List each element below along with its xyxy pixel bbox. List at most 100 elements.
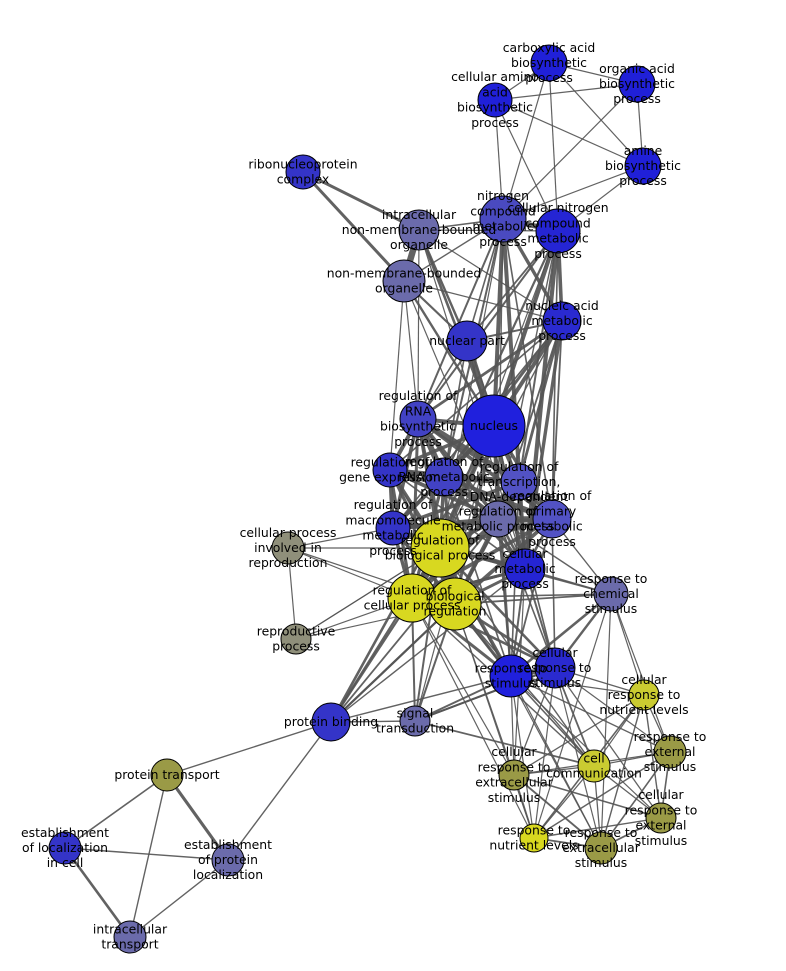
graph-edge bbox=[551, 320, 563, 520]
graph-edge bbox=[513, 694, 645, 776]
graph-edge bbox=[417, 218, 504, 420]
graph-node-regulation-of-macromolecule-metabolic-process[interactable] bbox=[375, 510, 411, 546]
graph-edge bbox=[554, 667, 602, 849]
graph-node-regulation-of-rna-metabolic-process[interactable] bbox=[424, 457, 464, 497]
graph-edge bbox=[551, 518, 556, 669]
graph-edge bbox=[302, 170, 420, 232]
graph-node-nuclear-part[interactable] bbox=[446, 320, 488, 362]
graph-edge bbox=[165, 774, 230, 861]
graph-edge bbox=[417, 230, 559, 420]
graph-edge bbox=[533, 817, 662, 839]
graph-edge bbox=[227, 721, 332, 861]
graph-node-nucleic-acid-metabolic-process[interactable] bbox=[542, 301, 582, 341]
graph-edge bbox=[497, 218, 504, 520]
graph-edge bbox=[610, 593, 645, 696]
graph-node-regulation-of-gene-expression[interactable] bbox=[372, 452, 408, 488]
graph-edge bbox=[389, 320, 563, 471]
graph-edge bbox=[389, 280, 405, 471]
graph-node-cellular-response-to-extracellular-stimulus[interactable] bbox=[498, 759, 530, 791]
graph-node-non-membrane-bounded-organelle[interactable] bbox=[382, 259, 426, 303]
graph-node-carboxylic-acid-biosynthetic-process[interactable] bbox=[530, 44, 568, 82]
graph-edge bbox=[510, 592, 612, 678]
graph-node-cell-communication[interactable] bbox=[577, 749, 611, 783]
graph-node-reproductive-process[interactable] bbox=[280, 623, 312, 655]
graph-node-signal-transduction[interactable] bbox=[399, 705, 431, 737]
graph-edge bbox=[610, 593, 671, 753]
graph-edge bbox=[330, 597, 413, 723]
graph-edge bbox=[497, 518, 512, 677]
graph-edge bbox=[454, 603, 535, 839]
graph-edge bbox=[548, 62, 559, 232]
graph-edge bbox=[129, 774, 168, 938]
graph-edge bbox=[494, 99, 559, 232]
graph-edge bbox=[403, 280, 563, 322]
graph-node-response-to-chemical-stimulus[interactable] bbox=[593, 576, 629, 612]
graph-edge bbox=[497, 518, 556, 669]
graph-edge bbox=[510, 675, 671, 753]
graph-node-cellular-response-to-external-stimulus[interactable] bbox=[645, 802, 677, 834]
graph-node-biological-regulation[interactable] bbox=[428, 577, 482, 631]
graph-node-regulation-of-primary-metabolic-process[interactable] bbox=[532, 499, 572, 539]
graph-node-establishment-of-localization-in-cell[interactable] bbox=[48, 831, 82, 865]
graph-node-response-to-extracellular-stimulus[interactable] bbox=[584, 831, 618, 865]
graph-node-ribonucleoprotein-complex[interactable] bbox=[285, 154, 321, 190]
graph-edge bbox=[502, 218, 553, 520]
graph-edge bbox=[493, 425, 556, 669]
graph-edge bbox=[513, 774, 602, 849]
graph-node-cellular-nitrogen-compound-metabolic-process[interactable] bbox=[535, 208, 581, 254]
graph-edge bbox=[533, 593, 612, 839]
graph-edge bbox=[417, 319, 563, 421]
graph-edge bbox=[301, 170, 406, 283]
graph-node-regulation-of-cellular-process[interactable] bbox=[387, 573, 437, 623]
graph-node-response-to-stimulus[interactable] bbox=[489, 654, 533, 698]
graph-node-nitrogen-compound-metabolic-process[interactable] bbox=[479, 195, 527, 243]
graph-edge bbox=[330, 603, 456, 723]
graph-edge bbox=[166, 721, 332, 776]
graph-node-intracellular-transport[interactable] bbox=[113, 920, 147, 954]
node-layer[interactable] bbox=[48, 44, 687, 954]
graph-node-cellular-amino-acid-biosynthetic-process[interactable] bbox=[477, 82, 513, 118]
graph-edge bbox=[510, 675, 535, 839]
graph-node-amine-biosynthetic-process[interactable] bbox=[624, 147, 662, 185]
graph-edge bbox=[403, 280, 419, 420]
graph-node-response-to-nutrient-levels[interactable] bbox=[519, 823, 549, 853]
graph-node-cellular-process-involved-in-reproduction[interactable] bbox=[271, 531, 305, 565]
graph-edge bbox=[64, 847, 229, 861]
graph-node-regulation-of-metabolic-process[interactable] bbox=[479, 500, 517, 538]
graph-edge bbox=[600, 751, 671, 849]
graph-node-organic-acid-biosynthetic-process[interactable] bbox=[618, 65, 656, 103]
graph-node-nucleus[interactable] bbox=[462, 394, 526, 458]
graph-edge bbox=[551, 230, 559, 520]
graph-edge bbox=[513, 774, 662, 819]
graph-node-protein-binding[interactable] bbox=[311, 702, 351, 742]
graph-node-response-to-external-stimulus[interactable] bbox=[653, 735, 687, 769]
graph-node-establishment-of-protein-localization[interactable] bbox=[211, 843, 245, 877]
graph-edge bbox=[443, 476, 512, 677]
graph-edge bbox=[389, 468, 553, 521]
graph-edge bbox=[533, 751, 671, 839]
graph-edge bbox=[416, 417, 554, 521]
graph-edge bbox=[510, 518, 553, 677]
graph-edge bbox=[466, 230, 559, 342]
graph-edge bbox=[63, 847, 132, 938]
graph-edge bbox=[418, 229, 563, 322]
edge-layer bbox=[63, 62, 671, 938]
graph-edge bbox=[414, 720, 595, 767]
graph-edge bbox=[643, 694, 662, 819]
graph-node-cellular-response-to-stimulus[interactable] bbox=[534, 647, 576, 689]
graph-edge bbox=[548, 62, 644, 167]
graph-edge bbox=[494, 83, 638, 101]
graph-edge bbox=[417, 229, 420, 420]
graph-node-regulation-of-transcription-dna-dependent[interactable] bbox=[500, 463, 538, 501]
graph-node-regulation-of-biological-process[interactable] bbox=[410, 518, 470, 578]
graph-node-protein-transport[interactable] bbox=[150, 758, 184, 792]
graph-node-intracellular-non-membrane-bounded-organelle[interactable] bbox=[398, 209, 440, 251]
graph-edge bbox=[129, 859, 229, 938]
graph-node-regulation-of-rna-biosynthetic-process[interactable] bbox=[399, 400, 437, 438]
graph-edge bbox=[554, 667, 671, 753]
graph-node-cellular-metabolic-process[interactable] bbox=[504, 548, 546, 590]
graph-edge bbox=[502, 83, 638, 220]
graph-node-cellular-response-to-nutrient-levels[interactable] bbox=[628, 679, 660, 711]
